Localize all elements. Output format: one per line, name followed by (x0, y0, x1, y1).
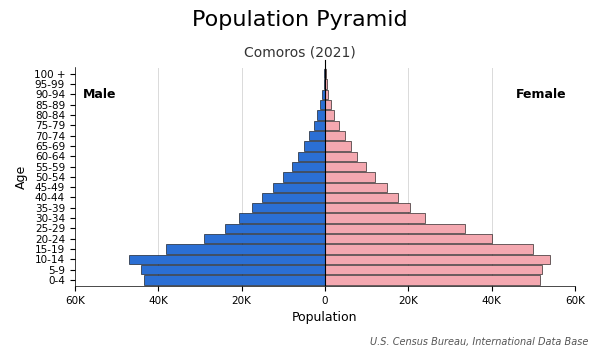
Bar (325, 172, 375, 182)
Bar (325, 152, 358, 161)
Text: Female: Female (516, 88, 567, 101)
Bar (325, 224, 464, 233)
Bar (314, 121, 325, 130)
Bar (317, 110, 325, 120)
Bar (325, 275, 539, 285)
Bar (252, 203, 325, 212)
Bar (325, 183, 388, 192)
Bar (325, 90, 328, 99)
Bar (143, 275, 325, 285)
Bar (325, 214, 425, 223)
Bar (325, 79, 327, 89)
Bar (309, 131, 325, 140)
Text: Population Pyramid: Population Pyramid (192, 10, 408, 30)
Bar (142, 265, 325, 274)
X-axis label: Population: Population (292, 312, 358, 324)
Text: Male: Male (83, 88, 116, 101)
Bar (322, 90, 325, 99)
Bar (325, 110, 334, 120)
Bar (325, 121, 339, 130)
Bar (298, 152, 325, 161)
Bar (325, 244, 533, 254)
Bar (129, 255, 325, 264)
Bar (304, 141, 325, 150)
Bar (324, 69, 325, 78)
Bar (292, 162, 325, 171)
Bar (325, 100, 331, 109)
Bar (325, 203, 410, 212)
Bar (320, 100, 325, 109)
Text: U.S. Census Bureau, International Data Base: U.S. Census Bureau, International Data B… (370, 336, 588, 346)
Bar (166, 244, 325, 254)
Bar (325, 131, 344, 140)
Y-axis label: Age: Age (15, 165, 28, 189)
Bar (283, 172, 325, 182)
Bar (325, 234, 491, 243)
Bar (239, 214, 325, 223)
Bar (325, 255, 550, 264)
Text: Comoros (2021): Comoros (2021) (244, 46, 356, 60)
Bar (273, 183, 325, 192)
Bar (262, 193, 325, 202)
Bar (325, 69, 326, 78)
Bar (325, 162, 366, 171)
Bar (325, 141, 351, 150)
Bar (204, 234, 325, 243)
Bar (323, 79, 325, 89)
Bar (325, 193, 398, 202)
Bar (325, 265, 542, 274)
Bar (225, 224, 325, 233)
